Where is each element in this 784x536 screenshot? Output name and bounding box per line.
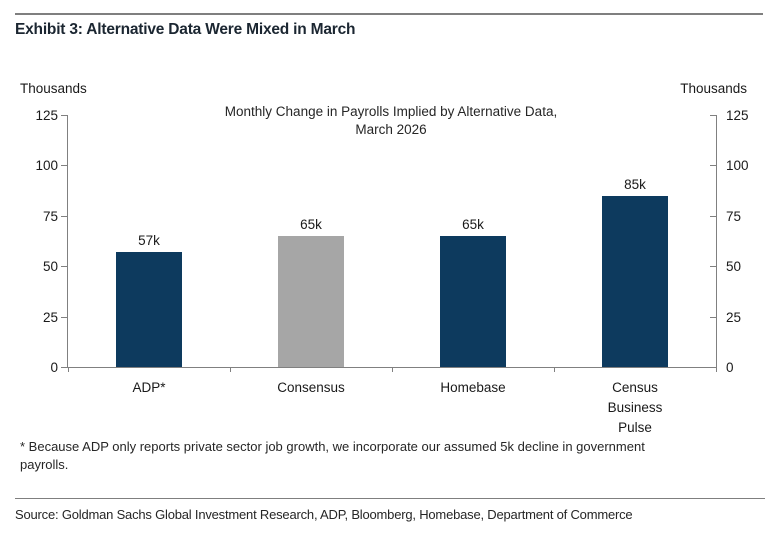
bottom-divider	[15, 498, 765, 499]
bar-value-label: 57k	[138, 233, 160, 249]
left-axis-unit-label: Thousands	[20, 81, 87, 96]
category-label: Consensus	[277, 380, 345, 395]
y-axis-tick-label-left: 75	[42, 208, 58, 224]
chart-footnote: * Because ADP only reports private secto…	[20, 438, 730, 474]
y-axis-tick-right	[710, 215, 716, 217]
chart-title-line1: Monthly Change in Payrolls Implied by Al…	[224, 104, 558, 119]
chart-title: Monthly Change in Payrolls Implied by Al…	[67, 103, 715, 139]
y-axis-tick-left	[61, 165, 67, 167]
exhibit-title: Exhibit 3: Alternative Data Were Mixed i…	[15, 21, 356, 38]
y-axis-tick-label-right: 100	[726, 158, 749, 174]
category-label: Census Business Pulse	[607, 380, 663, 435]
source-line: Source: Goldman Sachs Global Investment …	[15, 507, 633, 522]
y-axis-tick-right	[710, 367, 716, 368]
top-divider	[15, 13, 763, 15]
y-axis-tick-label-right: 50	[726, 259, 742, 275]
y-axis-tick-left	[61, 215, 67, 217]
chart-title-line2: March 2026	[355, 122, 427, 137]
y-axis-tick-label-right: 25	[726, 309, 742, 325]
x-axis-tick	[553, 367, 555, 372]
x-axis-tick	[715, 367, 717, 372]
category-label: ADP*	[132, 380, 166, 395]
bar-chart-plot-area: 0 0 25 25 50 50 75 75 100 100 125 125 57k ADP* 65k Cons…	[35, 108, 748, 435]
x-axis-tick	[67, 367, 69, 372]
bar-value-label: 65k	[300, 216, 322, 232]
y-axis-tick-label-left: 125	[35, 108, 58, 123]
y-axis-tick-label-left: 100	[35, 158, 58, 174]
bar-value-label: 85k	[624, 176, 646, 192]
y-axis-tick-label-right: 0	[726, 360, 734, 375]
right-axis-unit-label: Thousands	[680, 81, 747, 96]
chart-footnote-line1: * Because ADP only reports private secto…	[20, 439, 645, 454]
y-axis-tick-right	[710, 165, 716, 167]
chart-footnote-line2: payrolls.	[20, 457, 69, 472]
bar-value-label: 65k	[462, 216, 484, 232]
y-axis-tick-left	[61, 115, 67, 116]
bar-census	[602, 195, 668, 367]
bar-adp	[116, 252, 182, 367]
y-axis-tick-left	[61, 367, 67, 368]
y-axis-tick-right	[710, 316, 716, 318]
y-axis-tick-label-right: 125	[726, 108, 749, 123]
y-axis-tick-right	[710, 266, 716, 268]
y-axis-tick-label-left: 25	[42, 309, 58, 325]
x-axis-tick	[229, 367, 231, 372]
bar-consensus	[278, 235, 344, 367]
x-axis-tick	[391, 367, 393, 372]
y-axis-tick-left	[61, 316, 67, 318]
y-axis-tick-label-right: 75	[726, 208, 742, 224]
y-axis-tick-label-left: 50	[42, 259, 58, 275]
category-label: Homebase	[440, 380, 506, 395]
y-axis-tick-left	[61, 266, 67, 268]
y-axis-tick-label-left: 0	[50, 360, 58, 375]
bar-homebase	[440, 235, 506, 367]
y-axis-tick-right	[710, 115, 716, 116]
